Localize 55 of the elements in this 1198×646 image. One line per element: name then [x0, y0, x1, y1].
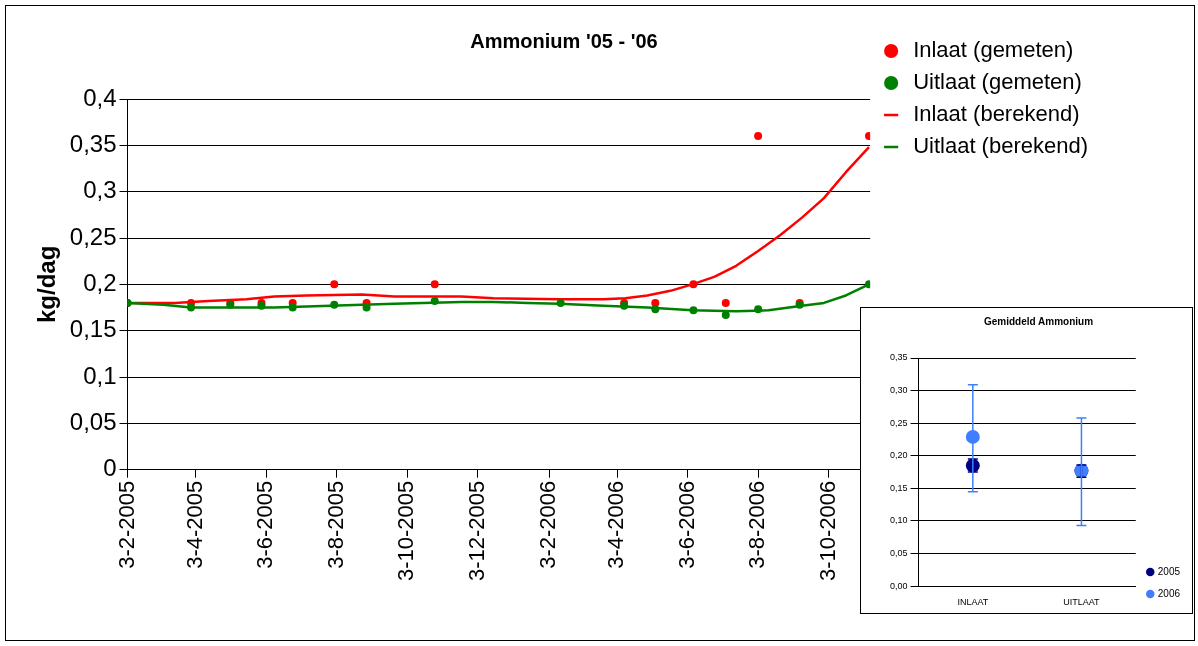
- chart-title: Ammonium '05 - '06: [470, 29, 658, 52]
- legend-label: Inlaat (gemeten): [913, 37, 1074, 63]
- x-tick-label: 3-8-2006: [744, 480, 770, 569]
- x-tick-label: 3-4-2005: [181, 480, 207, 569]
- point: [430, 280, 439, 289]
- x-tick-label: INLAAT: [957, 597, 989, 608]
- x-tick-label: 3-4-2006: [603, 480, 629, 569]
- y-tick-label: 0,10: [889, 515, 908, 526]
- legend-label: 2006: [1157, 587, 1181, 599]
- point: [330, 300, 339, 309]
- point: [651, 305, 660, 314]
- x-tick-label: 3-2-2005: [113, 480, 139, 569]
- x-tick-label: 3-8-2005: [322, 480, 348, 569]
- x-tick-label: UITLAAT: [1063, 597, 1101, 608]
- legend-label: 2005: [1157, 565, 1181, 577]
- x-tick-label: 3-6-2006: [673, 480, 699, 569]
- point: [689, 306, 698, 315]
- y-tick-label: 0: [103, 454, 117, 482]
- x-tick-label: 3-10-2005: [393, 480, 419, 582]
- y-tick-label: 0,4: [83, 83, 117, 111]
- x-tick-label: 3-6-2005: [252, 480, 278, 569]
- point: [288, 303, 297, 312]
- legend-label: Uitlaat (berekend): [913, 133, 1089, 159]
- legend-label: Inlaat (berekend): [913, 101, 1080, 127]
- x-tick-label: 3-10-2006: [814, 480, 840, 582]
- point: [721, 298, 730, 307]
- point: [689, 280, 698, 289]
- y-tick-label: 0,30: [889, 385, 908, 396]
- y-tick-label: 0,15: [889, 482, 908, 493]
- x-tick-label: 3-2-2006: [535, 480, 561, 569]
- y-tick-label: 0,1: [83, 361, 117, 389]
- point: [864, 132, 871, 141]
- y-tick-label: 0,05: [69, 407, 117, 435]
- y-tick-label: 0,00: [889, 580, 908, 591]
- y-tick-label: 0,35: [69, 129, 117, 157]
- y-tick-label: 0,20: [889, 450, 908, 461]
- point: [754, 132, 763, 141]
- y-tick-label: 0,2: [83, 268, 117, 296]
- legend-label: Uitlaat (gemeten): [913, 69, 1082, 95]
- point: [330, 280, 339, 289]
- y-tick-label: 0,15: [69, 315, 117, 343]
- point: [430, 297, 439, 306]
- point: [556, 298, 565, 307]
- x-tick-label: 3-12-2005: [463, 480, 489, 582]
- y-tick-label: 0,25: [69, 222, 117, 250]
- point: [754, 305, 763, 314]
- chart-title: Gemiddeld Ammonium: [983, 315, 1094, 327]
- y-axis-title: kg/dag: [33, 245, 61, 324]
- point: [864, 280, 871, 289]
- point: [362, 303, 371, 312]
- y-tick-label: 0,05: [889, 548, 908, 559]
- y-tick-label: 0,25: [889, 417, 908, 428]
- y-tick-label: 0,3: [83, 176, 117, 204]
- point: [187, 303, 196, 312]
- y-tick-label: 0,35: [889, 352, 908, 363]
